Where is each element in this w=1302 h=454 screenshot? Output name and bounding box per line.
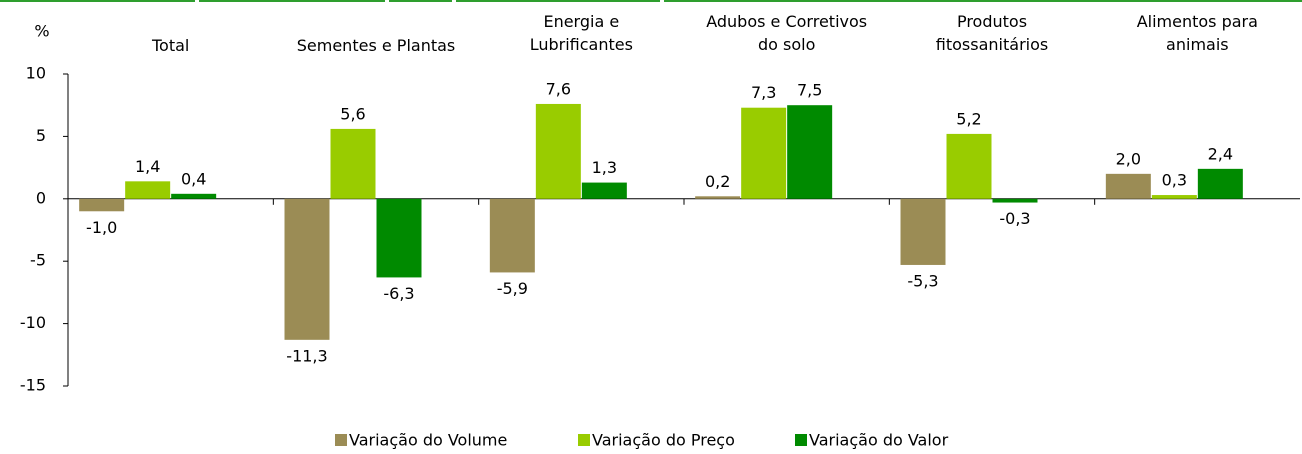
- bar: [946, 133, 992, 199]
- bar: [125, 181, 171, 199]
- y-tick-label: -15: [20, 376, 46, 395]
- value-label: 1,4: [135, 157, 160, 176]
- value-label: 0,3: [1162, 171, 1187, 190]
- value-label: 5,2: [956, 109, 981, 128]
- x-tick-label: Energia e Lubrificantes: [530, 12, 633, 54]
- value-label: -5,3: [907, 271, 938, 290]
- y-tick-label: 10: [26, 64, 46, 83]
- x-tick-label: Sementes e Plantas: [297, 36, 456, 55]
- x-tick-label: Produtos fitossanitários: [936, 12, 1048, 54]
- bar: [1151, 195, 1197, 199]
- bar: [741, 107, 787, 199]
- legend-swatch: [335, 434, 347, 446]
- value-label: 7,6: [546, 79, 571, 98]
- bar: [900, 198, 946, 265]
- x-tick-label: Total: [151, 36, 189, 55]
- value-label: 0,2: [705, 172, 730, 191]
- bar: [1105, 173, 1151, 199]
- bar: [695, 196, 741, 199]
- y-tick-label: 5: [36, 126, 46, 145]
- value-label: 1,3: [592, 158, 617, 177]
- x-tick-label: Adubos e Corretivos do solo: [706, 12, 867, 54]
- bar: [1197, 168, 1243, 199]
- value-label: 7,5: [797, 81, 822, 100]
- value-label: 2,0: [1116, 149, 1141, 168]
- value-label: 0,4: [181, 169, 206, 188]
- y-tick-label: -5: [30, 251, 46, 270]
- x-tick-label: Alimentos para animais: [1137, 12, 1258, 54]
- bar: [330, 128, 376, 199]
- bar: [376, 198, 422, 278]
- y-tick-label: -10: [20, 313, 46, 332]
- value-label: -11,3: [286, 346, 327, 365]
- bar: [535, 103, 581, 199]
- legend-label: Variação do Valor: [809, 431, 949, 450]
- bar: [171, 193, 217, 199]
- legend-label: Variação do Volume: [349, 431, 507, 450]
- legend-swatch: [795, 434, 807, 446]
- bar: [992, 198, 1038, 203]
- bar: [787, 105, 833, 199]
- legend-label: Variação do Preço: [592, 431, 735, 450]
- bar: [489, 198, 535, 273]
- bar: [581, 182, 627, 199]
- value-label: 5,6: [340, 104, 365, 123]
- legend-swatch: [578, 434, 590, 446]
- value-label: -1,0: [86, 218, 117, 237]
- value-label: 2,4: [1208, 144, 1233, 163]
- value-label: -5,9: [497, 279, 528, 298]
- bar: [79, 198, 125, 212]
- value-label: -0,3: [999, 209, 1030, 228]
- value-label: -6,3: [383, 284, 414, 303]
- value-label: 7,3: [751, 83, 776, 102]
- y-axis-label: %: [34, 22, 49, 41]
- bar: [284, 198, 330, 340]
- y-tick-label: 0: [36, 188, 46, 207]
